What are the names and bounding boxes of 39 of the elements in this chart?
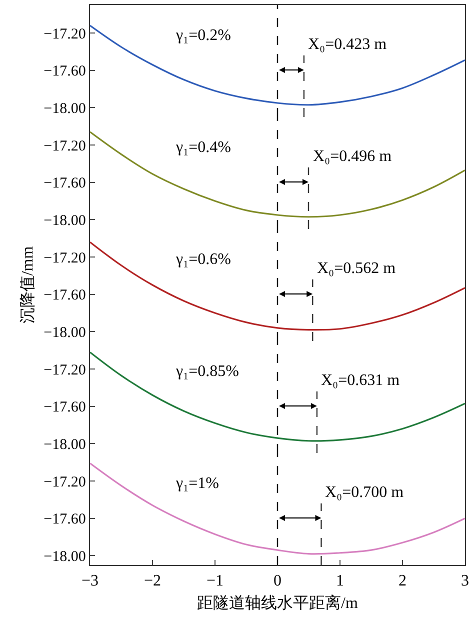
- line-series: [90, 351, 465, 442]
- annotation: γ₁=0.4%: [175, 139, 231, 156]
- x-tick-label: 0: [274, 572, 282, 590]
- y-tick-label: −17.20: [44, 26, 86, 42]
- y-tick-label: −17.20: [44, 250, 86, 266]
- x-tick-label: −3: [81, 572, 99, 590]
- y-tick-label: −17.20: [44, 474, 86, 490]
- y-axis-title: 沉降值/mm: [20, 246, 37, 324]
- line-series: [90, 241, 465, 331]
- x-tick-label: 1: [336, 572, 344, 590]
- ref-line-label: X₀=0.423 m: [308, 36, 388, 53]
- y-tick-label: −17.20: [44, 362, 86, 378]
- line-series: [90, 462, 465, 555]
- y-tick-label: −18.00: [44, 548, 86, 565]
- x-axis-title: 距隧道轴线水平距离/m: [197, 594, 358, 612]
- x-tick-label: 3: [461, 572, 469, 590]
- line-series: [90, 131, 465, 218]
- y-tick-label: −18.00: [44, 436, 86, 453]
- annotation: γ₁=0.2%: [175, 27, 231, 44]
- y-tick-label: −17.20: [44, 138, 86, 154]
- annotation: γ₁=1%: [175, 475, 219, 492]
- y-tick-label: −17.60: [44, 176, 86, 192]
- annotation: γ₁=0.85%: [175, 363, 239, 380]
- y-tick-label: −18.00: [44, 100, 86, 117]
- x-tick-label: −2: [144, 572, 162, 590]
- x-tick-label: 2: [398, 572, 406, 590]
- y-tick-label: −17.60: [44, 64, 86, 80]
- y-tick-label: −18.00: [44, 212, 86, 229]
- ref-line-label: X₀=0.496 m: [313, 148, 392, 165]
- y-tick-label: −17.60: [44, 512, 86, 528]
- annotation: γ₁=0.6%: [175, 251, 231, 268]
- y-tick-label: −17.60: [44, 400, 86, 416]
- ref-line-label: X₀=0.700 m: [325, 484, 404, 501]
- ref-line-label: X₀=0.562 m: [317, 260, 396, 277]
- x-tick-label: −1: [206, 572, 224, 590]
- y-tick-label: −17.60: [44, 288, 86, 304]
- line-series: [90, 24, 465, 106]
- ref-line-label: X₀=0.631 m: [321, 372, 400, 389]
- y-tick-label: −18.00: [44, 324, 86, 341]
